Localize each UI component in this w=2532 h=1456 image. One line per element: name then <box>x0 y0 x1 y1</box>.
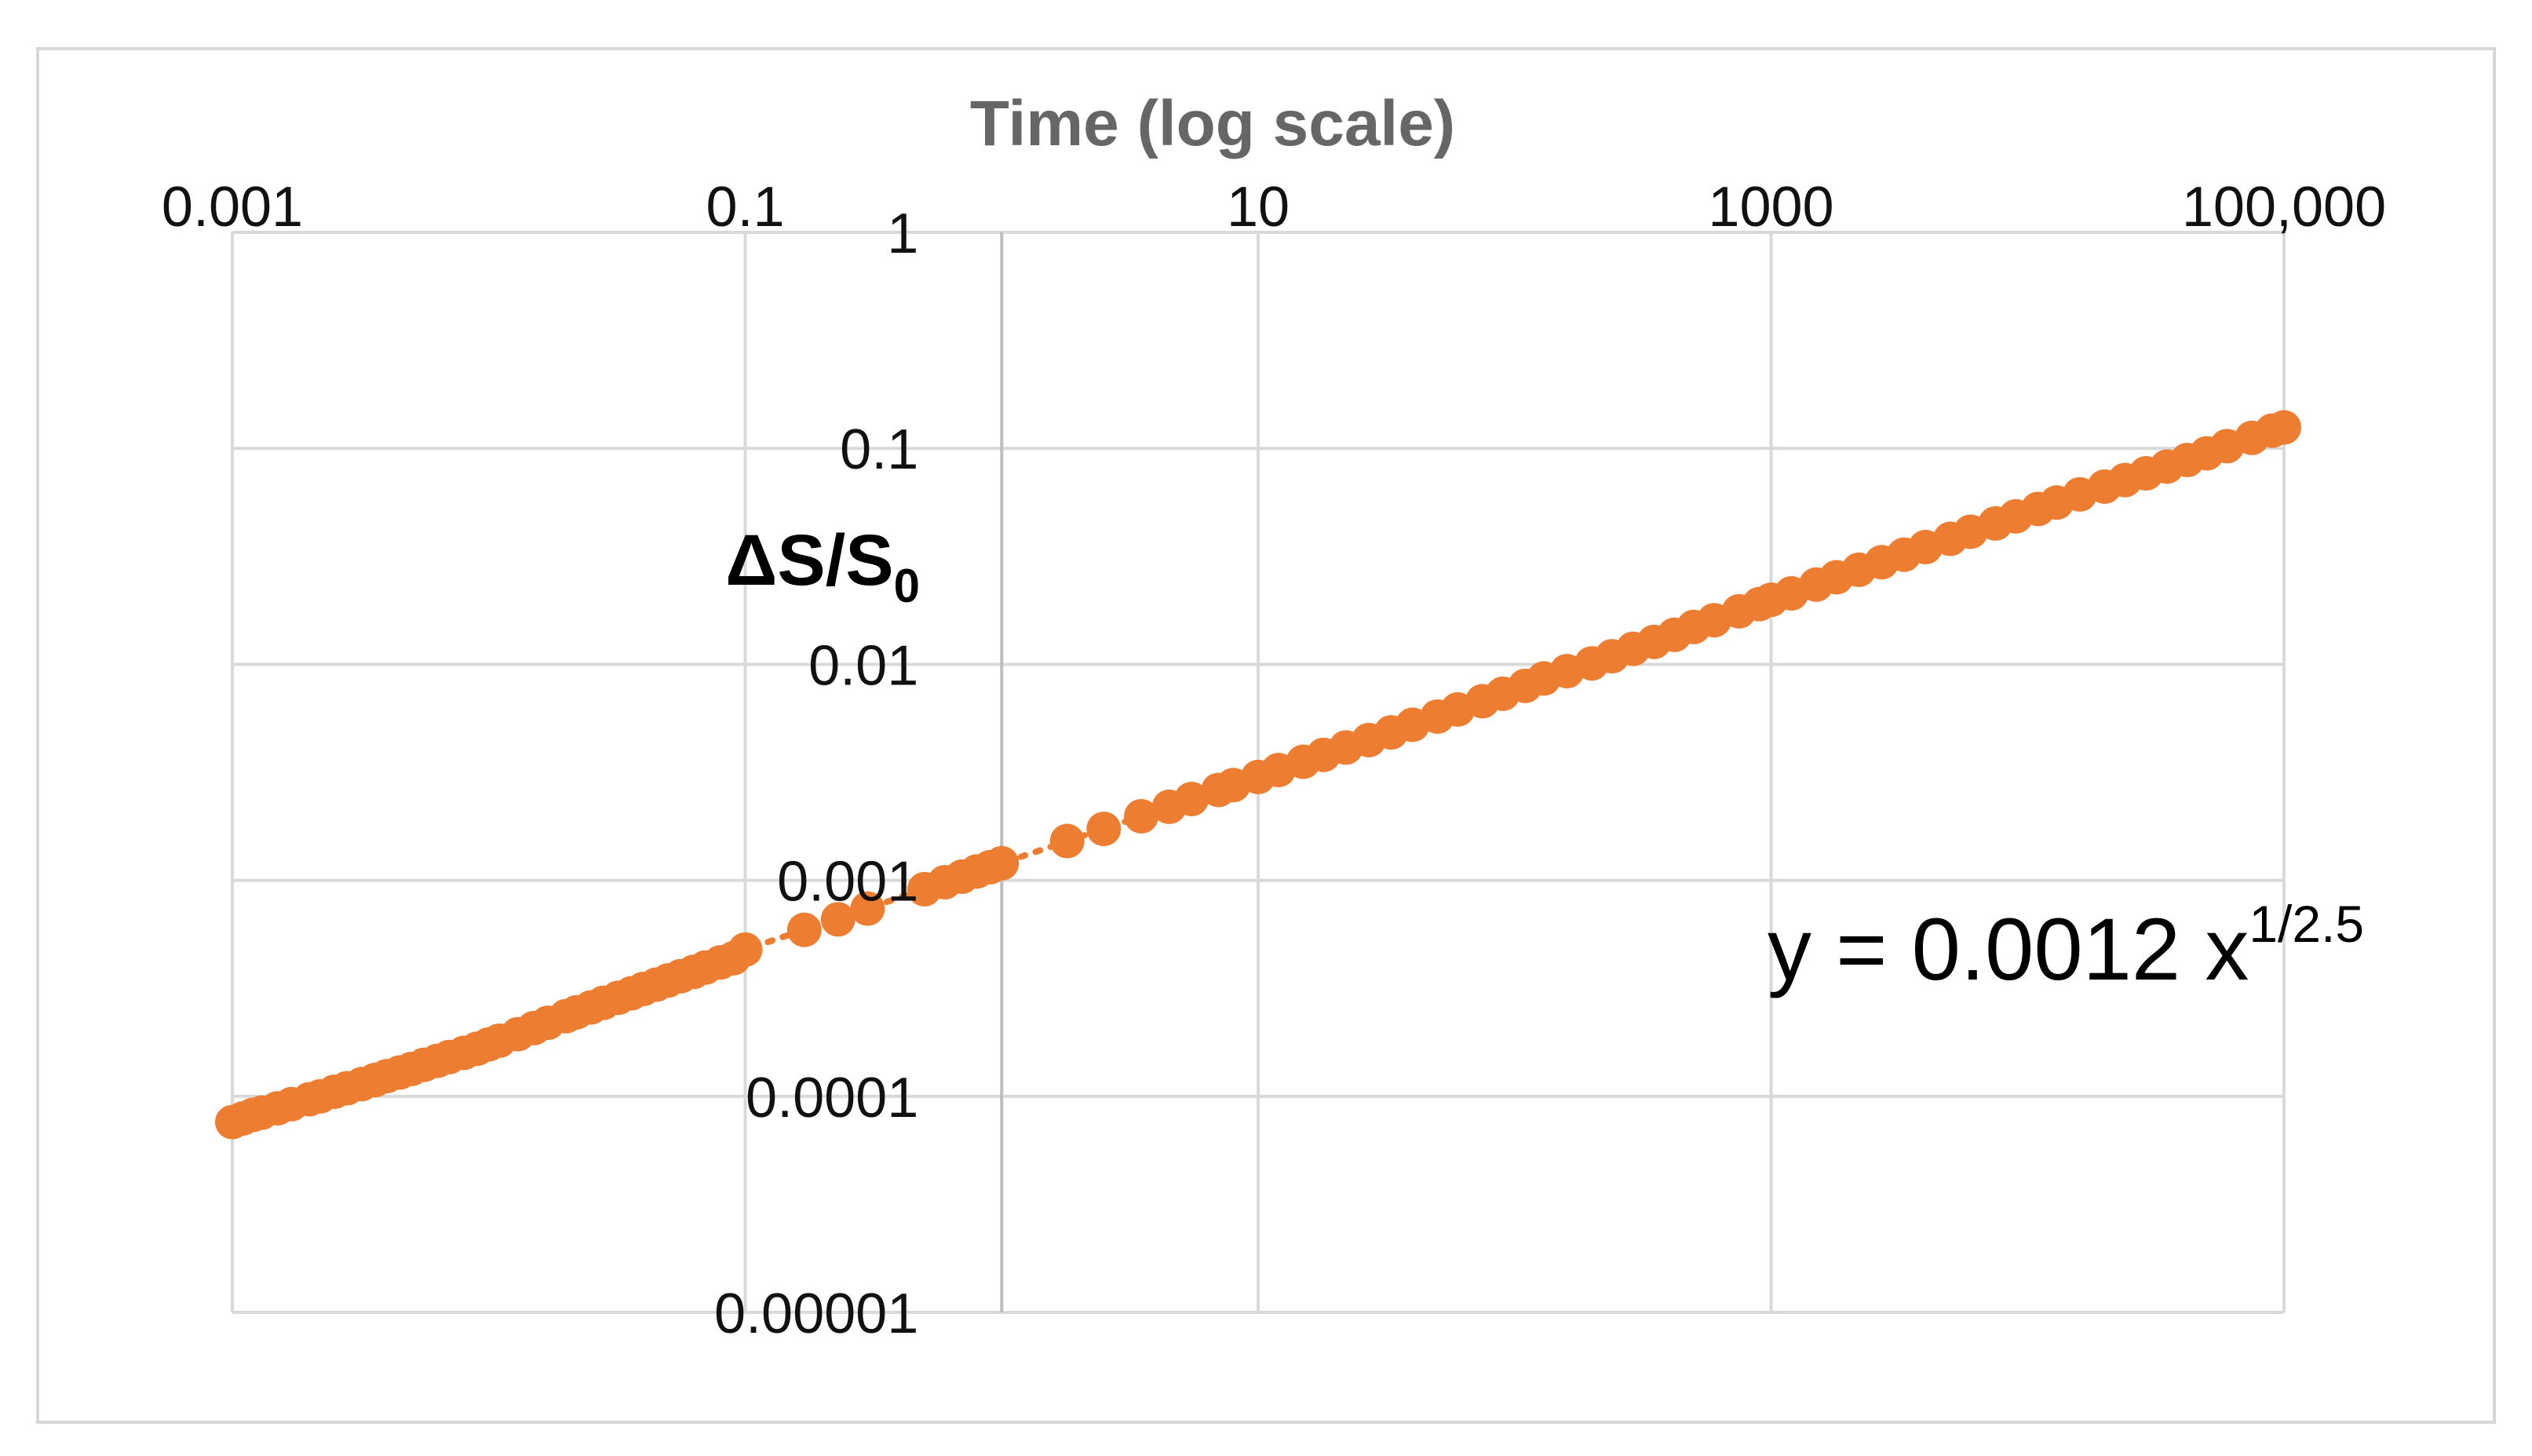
data-point <box>786 912 822 947</box>
chart-frame <box>36 47 2496 1424</box>
y-axis-title: ΔS/S0 <box>725 520 920 612</box>
data-point <box>1174 781 1209 816</box>
y-tick-label-4: 0.0001 <box>746 1067 918 1129</box>
y-tick-label-2: 0.01 <box>808 634 918 697</box>
data-point <box>984 845 1020 881</box>
data-point <box>1086 812 1122 847</box>
y-tick-label-3: 0.001 <box>777 851 918 914</box>
data-point <box>2267 410 2301 445</box>
data-point <box>850 891 885 926</box>
x-tick-label-1: 0.1 <box>706 176 784 239</box>
x-tick-label-2: 10 <box>1227 176 1290 239</box>
tick-labels: 0.001 0.1 10 1000 100,000 1 0.1 0.01 0.001 0.0001… <box>162 176 2386 1345</box>
x-tick-label-4: 100,000 <box>2182 176 2386 239</box>
trendline-equation: y = 0.0012 x1/2.5 <box>1768 895 2364 998</box>
y-tick-label-5: 0.00001 <box>714 1283 918 1345</box>
x-tick-label-3: 1000 <box>1708 176 1833 239</box>
data-point <box>1049 823 1085 859</box>
data-point <box>820 902 856 937</box>
data-point <box>1124 798 1159 834</box>
trendline-equation-text: y = 0.0012 x <box>1768 900 2249 998</box>
x-axis-title: Time (log scale) <box>970 88 1455 159</box>
trendline-equation-exponent: 1/2.5 <box>2249 895 2364 953</box>
x-tick-label-0: 0.001 <box>162 176 303 239</box>
y-axis-title-subscript: 0 <box>894 560 920 612</box>
data-points <box>215 410 2301 1140</box>
data-point <box>728 932 763 967</box>
y-tick-label-0: 1 <box>887 203 918 265</box>
y-axis-title-main: ΔS/S <box>725 520 893 600</box>
y-tick-label-1: 0.1 <box>840 418 918 481</box>
